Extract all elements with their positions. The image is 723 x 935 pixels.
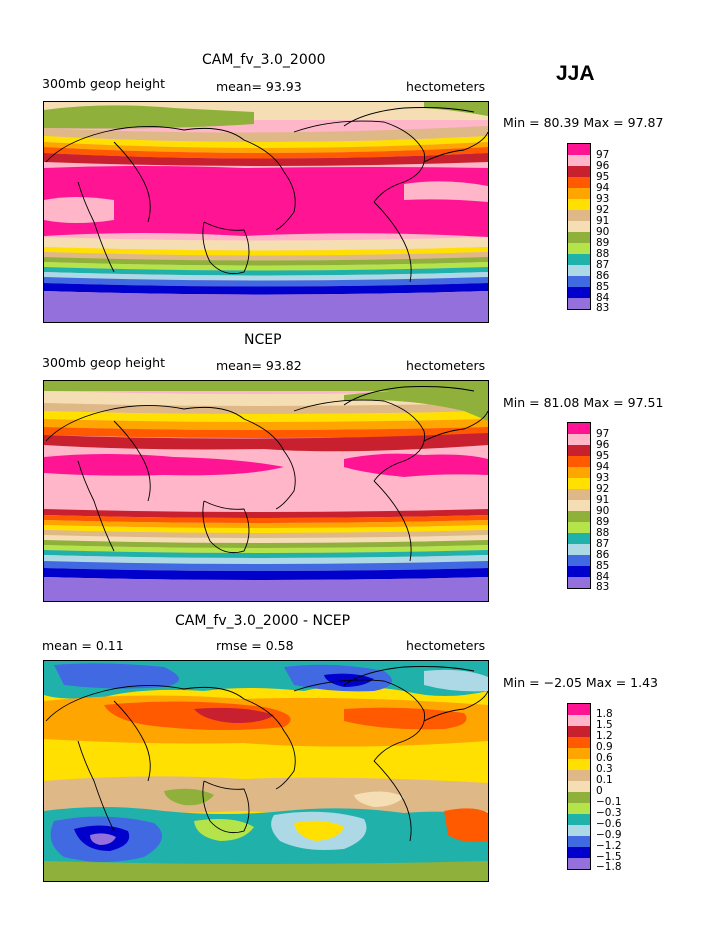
panel2-units: hectometers: [406, 358, 486, 373]
panel1-map: [43, 101, 489, 323]
colorbar-label: 1.2: [596, 730, 613, 742]
panel2-colorbar: [567, 422, 591, 589]
panel1-field-label: 300mb geop height: [42, 76, 165, 91]
colorbar-label: 96: [596, 439, 610, 451]
colorbar-label: 84: [596, 292, 610, 304]
colorbar-label: −0.1: [596, 796, 622, 808]
colorbar-label: 93: [596, 472, 610, 484]
colorbar-label: −0.6: [596, 818, 622, 830]
panel1-swatch: [568, 144, 590, 155]
colorbar-label: 97: [596, 428, 610, 440]
colorbar-label: 87: [596, 259, 610, 271]
colorbar-label: 91: [596, 215, 610, 227]
colorbar-label: 92: [596, 204, 610, 216]
colorbar-label: 93: [596, 193, 610, 205]
panel1-units: hectometers: [406, 79, 486, 94]
panel3-units: hectometers: [406, 638, 486, 653]
colorbar-label: 86: [596, 549, 610, 561]
panel3-rmse: rmse = 0.58: [216, 638, 294, 653]
colorbar-label: 0: [596, 785, 603, 797]
colorbar-label: 91: [596, 494, 610, 506]
colorbar-label: 88: [596, 527, 610, 539]
colorbar-label: 90: [596, 505, 610, 517]
season-label: JJA: [556, 62, 595, 85]
colorbar-label: 0.3: [596, 763, 613, 775]
panel1-contour-field: [44, 102, 488, 322]
colorbar-label: −1.2: [596, 840, 622, 852]
panel1-mean: mean= 93.93: [216, 79, 302, 94]
panel2-title: NCEP: [244, 332, 282, 348]
colorbar-label: 0.6: [596, 752, 613, 764]
colorbar-label: 83: [596, 302, 610, 314]
colorbar-label: 1.5: [596, 719, 613, 731]
colorbar-label: 1.8: [596, 708, 613, 720]
panel3-minmax: Min = −2.05 Max = 1.43: [503, 675, 658, 690]
panel1-title: CAM_fv_3.0_2000: [202, 52, 326, 68]
colorbar-label: 92: [596, 483, 610, 495]
colorbar-label: 87: [596, 538, 610, 550]
panel1-colorbar: [567, 143, 591, 310]
colorbar-label: 83: [596, 581, 610, 593]
colorbar-label: 85: [596, 281, 610, 293]
colorbar-label: 90: [596, 226, 610, 238]
colorbar-label: 88: [596, 248, 610, 260]
colorbar-label: 94: [596, 461, 610, 473]
panel2-contour-field: [44, 381, 488, 601]
panel3-title: CAM_fv_3.0_2000 - NCEP: [175, 613, 351, 629]
panel3-colorbar: [567, 703, 591, 870]
colorbar-label: 95: [596, 450, 610, 462]
panel3-contour-field: [44, 661, 488, 881]
colorbar-label: 84: [596, 571, 610, 583]
colorbar-label: 85: [596, 560, 610, 572]
panel2-map: [43, 380, 489, 602]
colorbar-label: 86: [596, 270, 610, 282]
colorbar-label: 95: [596, 171, 610, 183]
colorbar-label: −0.3: [596, 807, 622, 819]
colorbar-label: 0.1: [596, 774, 613, 786]
panel2-mean: mean= 93.82: [216, 358, 302, 373]
panel2-field-label: 300mb geop height: [42, 355, 165, 370]
colorbar-label: 96: [596, 160, 610, 172]
panel2-minmax: Min = 81.08 Max = 97.51: [503, 395, 664, 410]
colorbar-label: 89: [596, 237, 610, 249]
colorbar-label: −0.9: [596, 829, 622, 841]
colorbar-label: 89: [596, 516, 610, 528]
colorbar-label: −1.5: [596, 851, 622, 863]
colorbar-label: −1.8: [596, 861, 622, 873]
panel3-map: [43, 660, 489, 882]
panel1-minmax: Min = 80.39 Max = 97.87: [503, 115, 664, 130]
colorbar-label: 97: [596, 149, 610, 161]
panel3-mean: mean = 0.11: [42, 638, 124, 653]
colorbar-label: 94: [596, 182, 610, 194]
colorbar-label: 0.9: [596, 741, 613, 753]
